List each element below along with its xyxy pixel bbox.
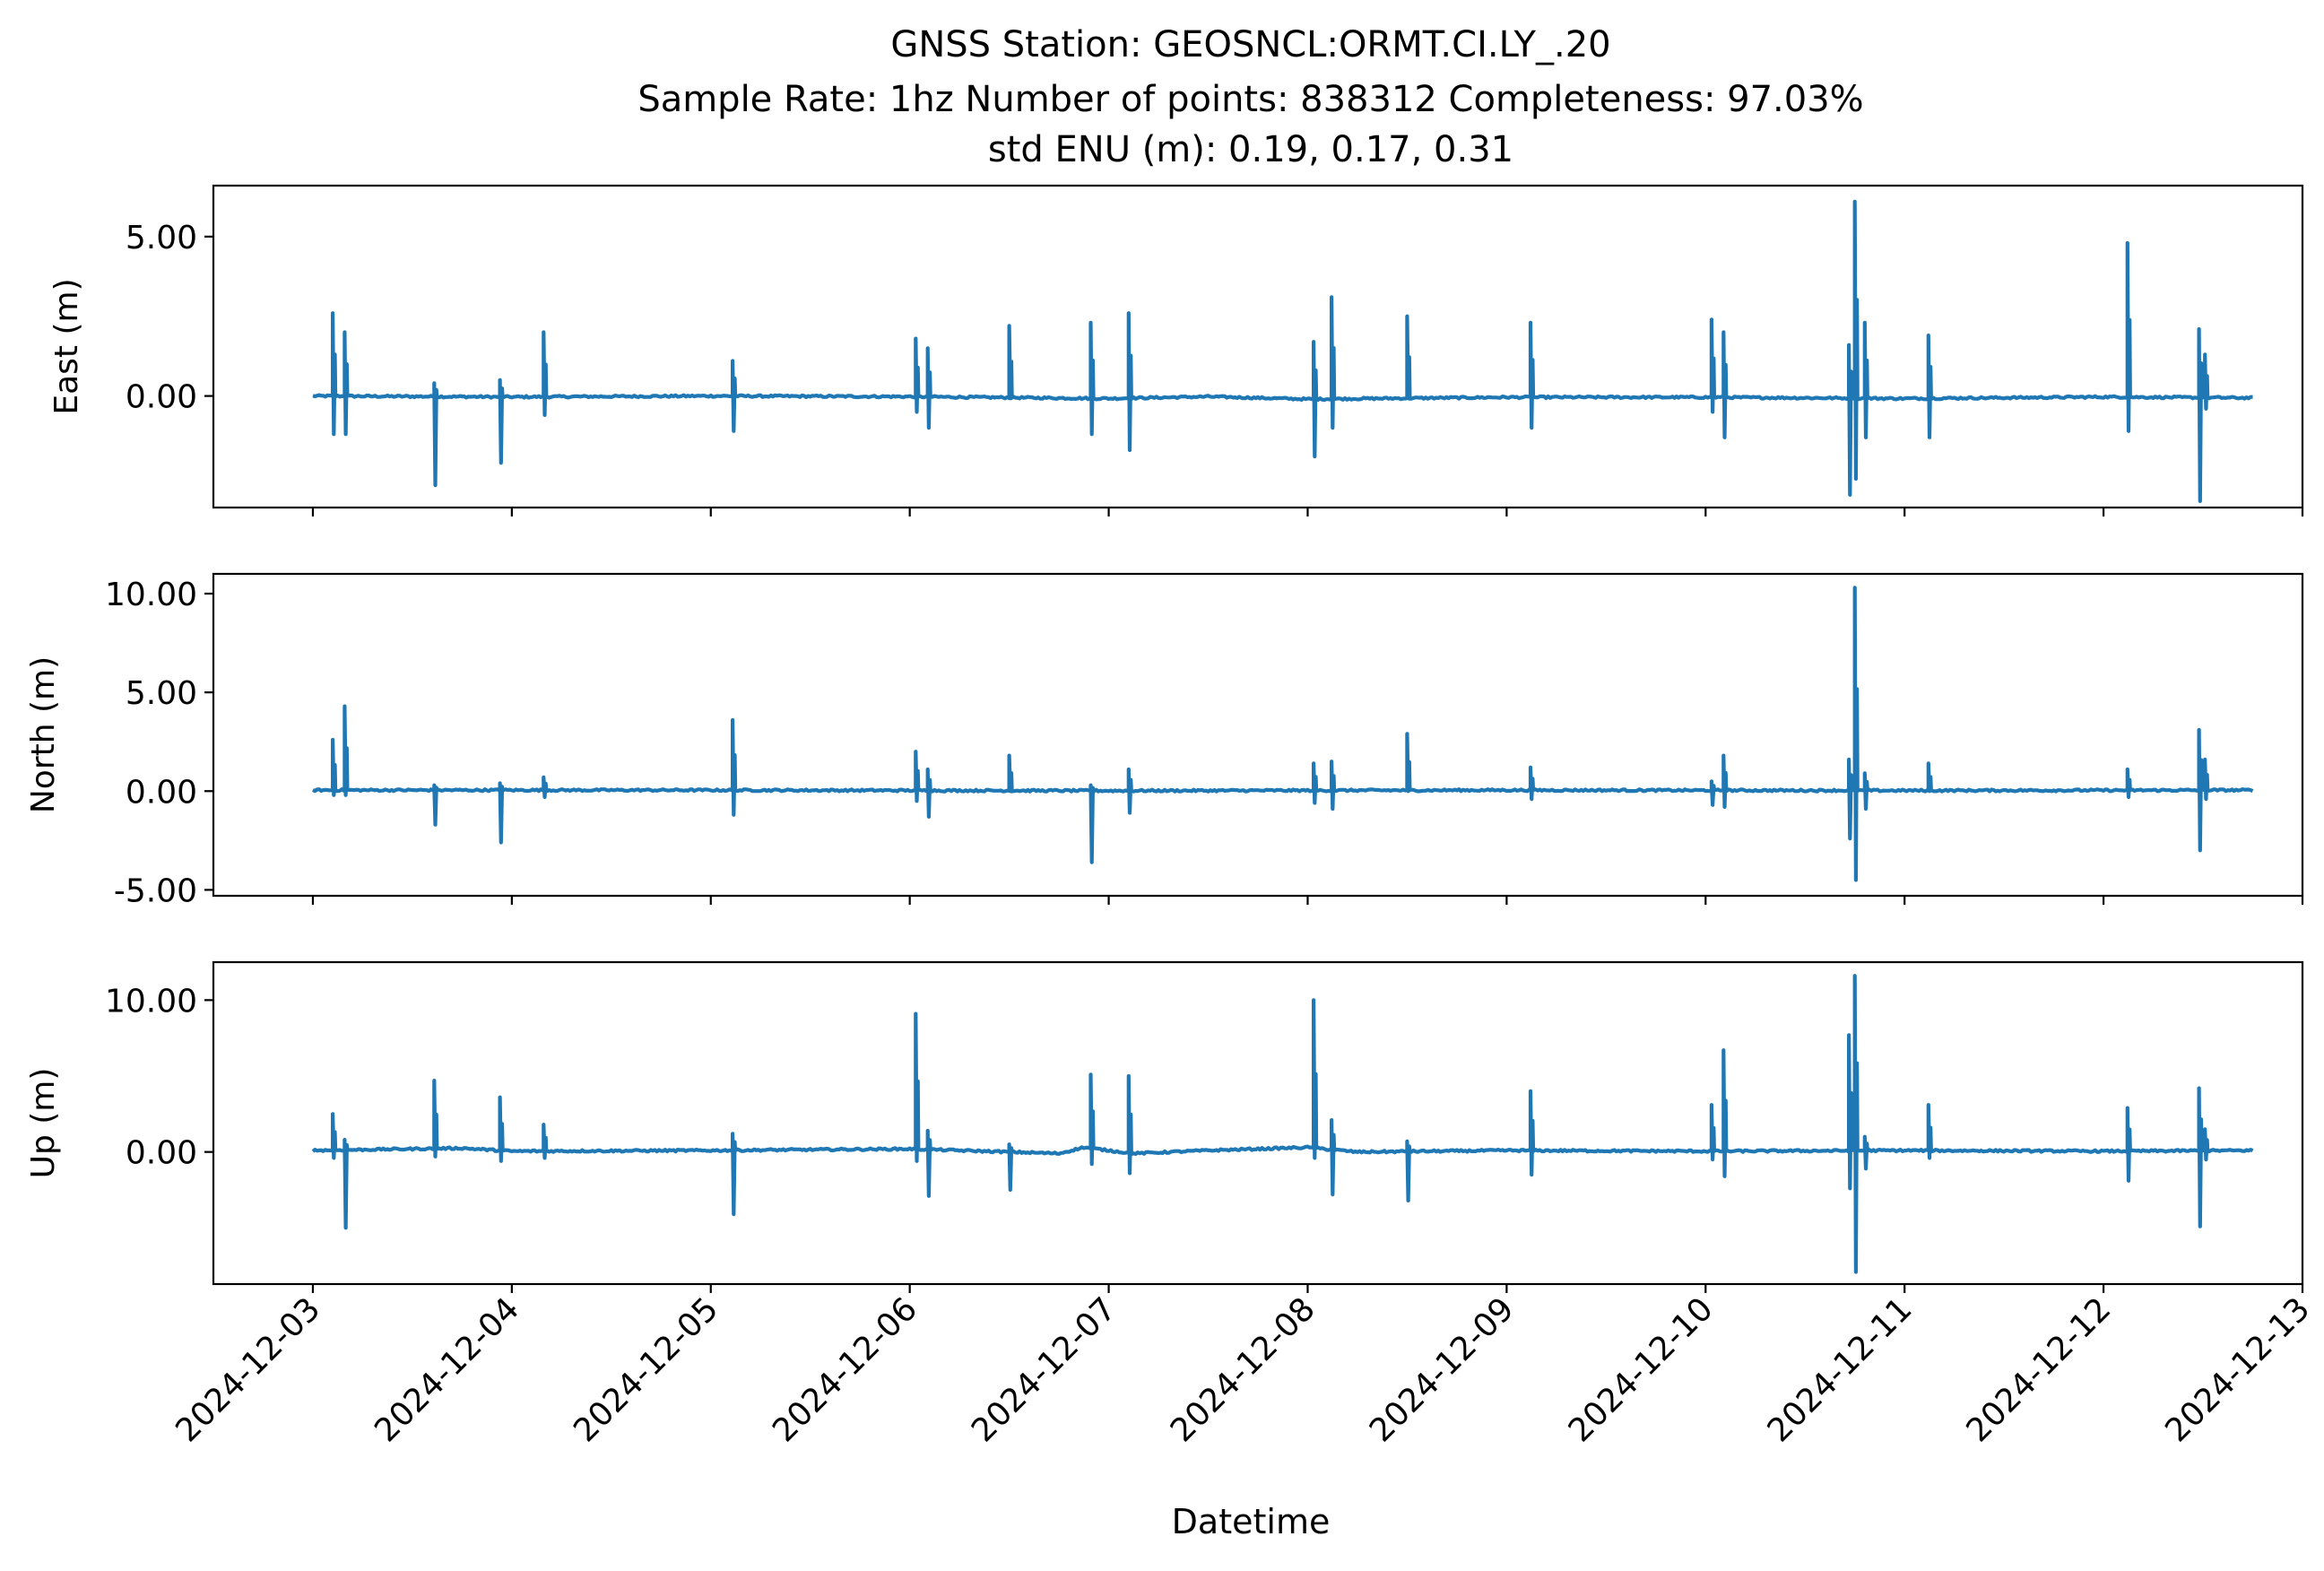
subplots: 0.00 5.00 East (m) 10.00 5.00 0.00 -5.00 North … <box>25 184 2304 1293</box>
axes-frame-north <box>212 572 2304 898</box>
series-line-east <box>312 199 2253 503</box>
y-tick-label-north: 5.00 <box>126 675 197 712</box>
y-tick-label-up: 0.00 <box>126 1135 197 1172</box>
y-tick-label-north: -5.00 <box>114 872 197 909</box>
y-tick-label-north: 0.00 <box>126 774 197 811</box>
chart-title-line2: Sample Rate: 1hz Number of points: 83831… <box>637 79 1863 120</box>
x-axis-label: Datetime <box>1172 1502 1331 1541</box>
subplot-east: 0.00 5.00 East (m) <box>48 184 2304 516</box>
chart-title-line3: std ENU (m): 0.19, 0.17, 0.31 <box>988 129 1513 170</box>
axes-frame-east <box>212 184 2304 509</box>
series-line-north <box>312 586 2254 882</box>
y-tick-label-north: 10.00 <box>105 577 197 613</box>
axes-frame-up <box>212 960 2304 1286</box>
y-axis-label-north: North (m) <box>25 656 62 813</box>
y-tick-label-east: 0.00 <box>126 379 197 416</box>
series-line-up <box>311 974 2254 1274</box>
y-axis-label-up: Up (m) <box>25 1068 62 1179</box>
y-tick-label-up: 10.00 <box>105 983 197 1020</box>
y-axis-label-east: East (m) <box>48 278 85 414</box>
subplot-north: 10.00 5.00 0.00 -5.00 North (m) <box>25 572 2304 909</box>
chart-title-line1: GNSS Station: GEOSNCL:ORMT.CI.LY_.20 <box>890 24 1610 65</box>
subplot-up: 10.00 0.00 Up (m) <box>25 960 2304 1293</box>
y-tick-label-east: 5.00 <box>126 220 197 256</box>
